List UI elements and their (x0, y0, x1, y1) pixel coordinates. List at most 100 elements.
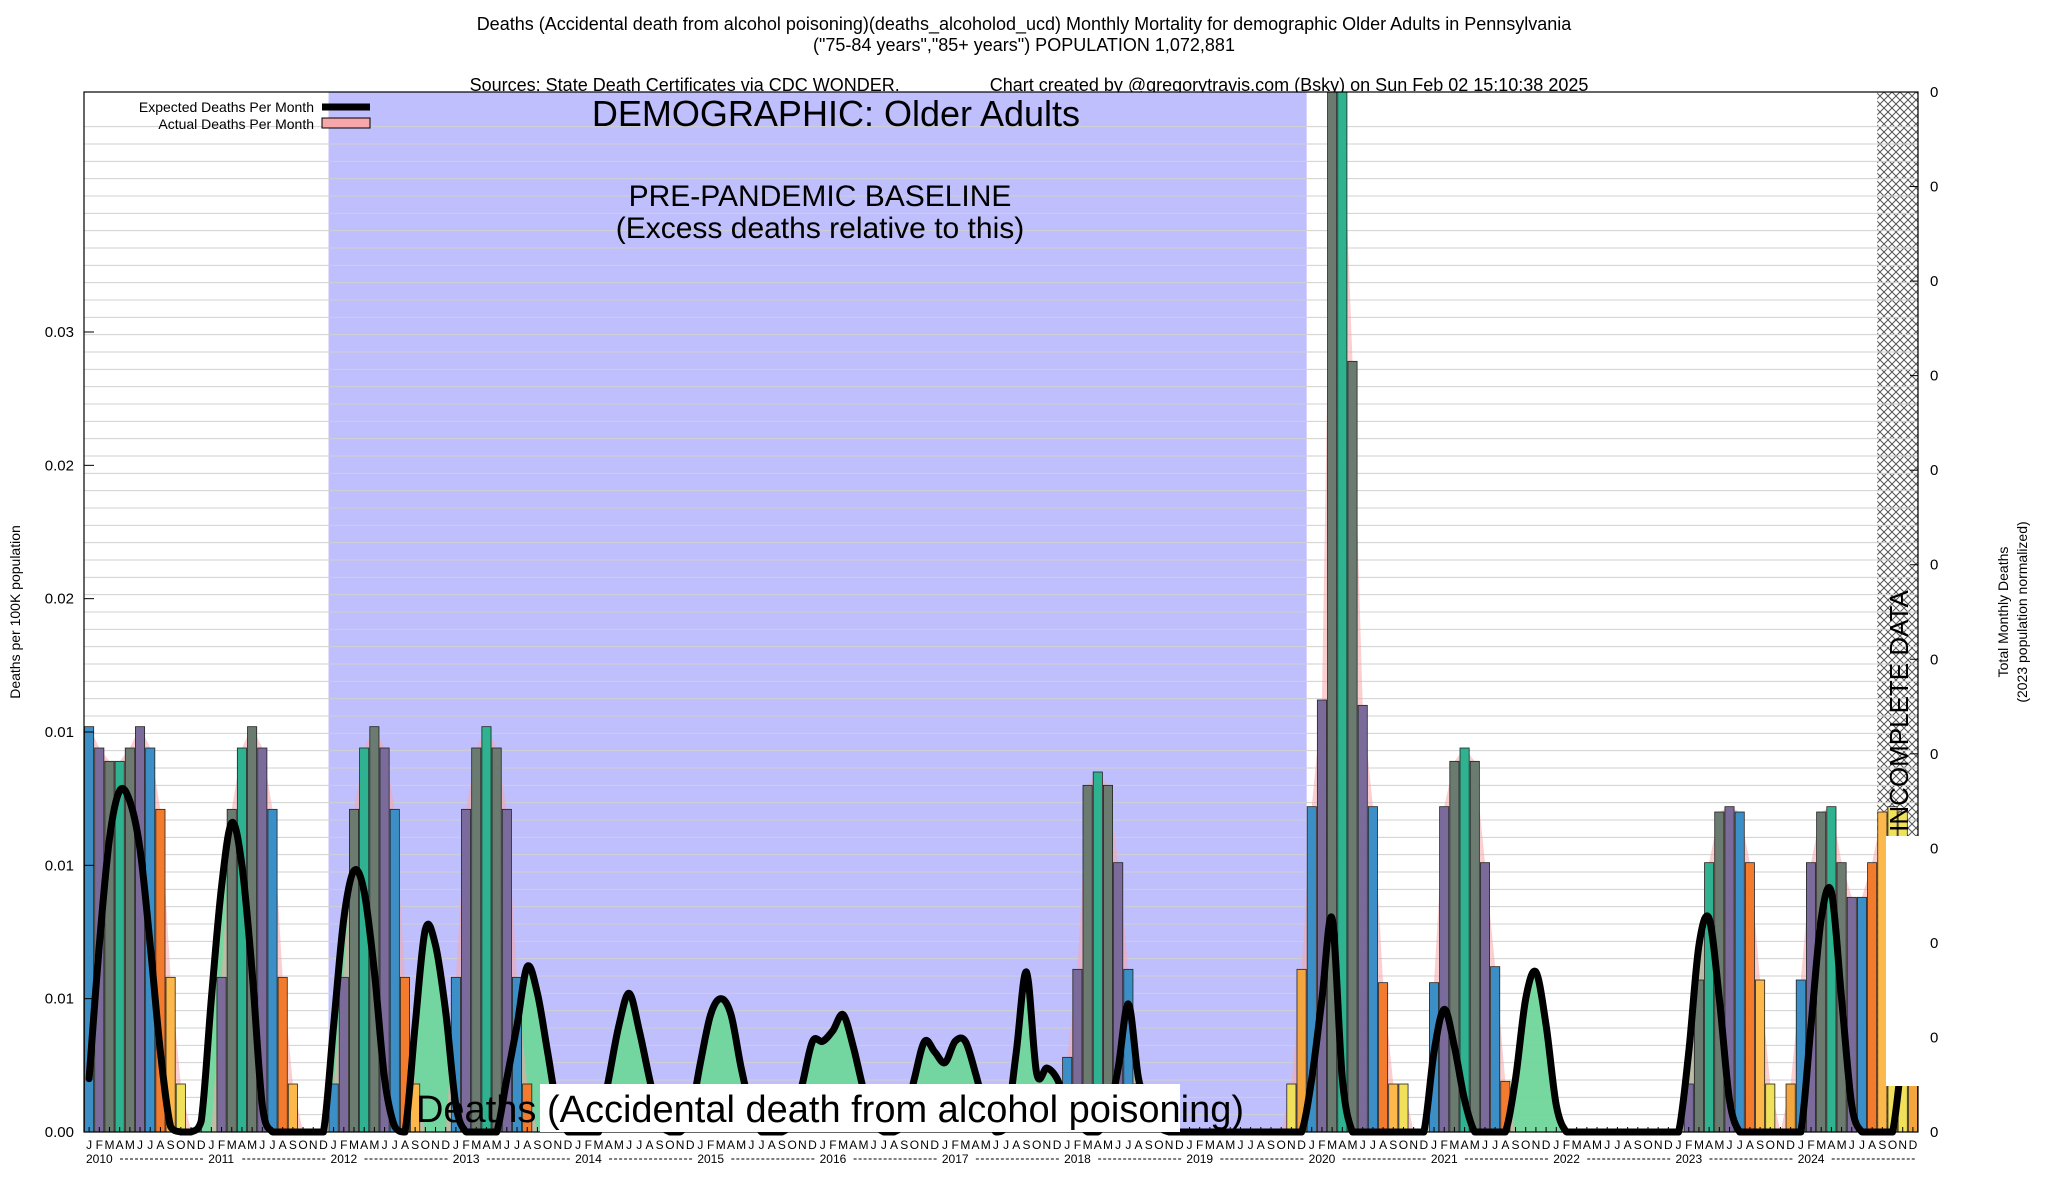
month-label: N (431, 1138, 440, 1152)
month-label: D (1053, 1138, 1062, 1152)
month-label: J (453, 1138, 459, 1152)
month-label: O (910, 1138, 919, 1152)
month-label: F (1807, 1138, 1814, 1152)
actual-bar (1704, 862, 1715, 1133)
month-label: N (676, 1138, 685, 1152)
month-label: F (1685, 1138, 1692, 1152)
month-label: F (829, 1138, 836, 1152)
actual-bar (1286, 1083, 1297, 1133)
y2-tick-label: 0 (1930, 84, 1938, 101)
month-label: J (1849, 1138, 1855, 1152)
y-tick-label: 0.00 (45, 1124, 74, 1141)
month-label: J (147, 1138, 153, 1152)
month-label: A (523, 1138, 531, 1152)
actual-bar (1755, 979, 1766, 1133)
month-label: N (553, 1138, 562, 1152)
month-label: J (1125, 1138, 1131, 1152)
month-label: A (1257, 1138, 1265, 1152)
month-label: J (1676, 1138, 1682, 1152)
month-label: J (1064, 1138, 1070, 1152)
actual-bar (135, 726, 146, 1133)
actual-bar (389, 808, 400, 1133)
month-label: J (881, 1138, 887, 1152)
month-label: D (564, 1138, 573, 1152)
y-tick-label: 0.01 (45, 991, 74, 1008)
actual-ribbon (84, 92, 1918, 1132)
actual-bar (1765, 1083, 1776, 1133)
month-label: J (1553, 1138, 1559, 1152)
year-label: 2012 (331, 1152, 358, 1166)
month-label: M (369, 1138, 379, 1152)
year-label: 2022 (1553, 1152, 1580, 1166)
month-label: M (1083, 1138, 1093, 1152)
actual-bar (114, 760, 125, 1133)
month-label: J (514, 1138, 520, 1152)
actual-bar (461, 808, 472, 1133)
y2-tick-label: 0 (1930, 651, 1938, 668)
month-label: S (778, 1138, 786, 1152)
month-label: O (1521, 1138, 1530, 1152)
year-label: 2016 (820, 1152, 847, 1166)
month-label: F (1074, 1138, 1081, 1152)
baseline-sublabel: (Excess deaths relative to this) (616, 212, 1025, 245)
incomplete-data-label: INCOMPLETE DATA (1884, 590, 1914, 832)
year-label: 2013 (453, 1152, 480, 1166)
month-label: S (289, 1138, 297, 1152)
y-tick-label: 0.03 (45, 324, 74, 341)
month-label: M (1714, 1138, 1724, 1152)
month-label: J (1237, 1138, 1243, 1152)
month-label: A (1379, 1138, 1387, 1152)
month-label: O (665, 1138, 674, 1152)
month-label: A (645, 1138, 653, 1152)
month-label: J (820, 1138, 826, 1152)
month-label: O (1154, 1138, 1163, 1152)
month-label: J (1604, 1138, 1610, 1152)
year-label: 2014 (575, 1152, 602, 1166)
month-label: D (686, 1138, 695, 1152)
month-label: S (1512, 1138, 1520, 1152)
month-label: A (401, 1138, 409, 1152)
month-label: D (808, 1138, 817, 1152)
actual-bar (1367, 806, 1378, 1133)
month-label: S (1267, 1138, 1275, 1152)
month-label: O (1032, 1138, 1041, 1152)
month-label: O (421, 1138, 430, 1152)
actual-bar (1734, 811, 1745, 1133)
y-axis-label: Deaths per 100K population (7, 525, 23, 699)
month-label: D (1297, 1138, 1306, 1152)
month-label: D (1420, 1138, 1429, 1152)
actual-bar (1092, 771, 1103, 1133)
actual-bar (267, 808, 278, 1133)
month-label: M (1837, 1138, 1847, 1152)
month-label: F (1441, 1138, 1448, 1152)
month-label: J (626, 1138, 632, 1152)
month-label: M (492, 1138, 502, 1152)
month-label: J (86, 1138, 92, 1152)
month-label: D (930, 1138, 939, 1152)
month-label: F (340, 1138, 347, 1152)
month-label: S (1756, 1138, 1764, 1152)
month-label: M (1205, 1138, 1215, 1152)
year-label: 2021 (1431, 1152, 1458, 1166)
chart-sources-line: Sources: State Death Certificates via CD… (0, 54, 2048, 96)
actual-bar (1856, 896, 1867, 1133)
month-label: M (960, 1138, 970, 1152)
month-label: M (594, 1138, 604, 1152)
month-label: A (1338, 1138, 1346, 1152)
month-label: N (1043, 1138, 1052, 1152)
actual-bar (1439, 806, 1450, 1133)
month-label: M (471, 1138, 481, 1152)
month-label: O (1277, 1138, 1286, 1152)
month-label: O (1888, 1138, 1897, 1152)
month-label: J (269, 1138, 275, 1152)
y-tick-label: 0.02 (45, 591, 74, 608)
actual-bar (216, 976, 227, 1133)
bottom-label-bg (540, 1084, 1180, 1132)
month-label: M (125, 1138, 135, 1152)
actual-bar (1102, 784, 1113, 1133)
month-label: M (716, 1138, 726, 1152)
month-label: F (1563, 1138, 1570, 1152)
bottom-series-label: Deaths (Accidental death from alcohol po… (416, 1089, 1244, 1131)
actual-bar (1490, 966, 1501, 1133)
month-label: F (1196, 1138, 1203, 1152)
